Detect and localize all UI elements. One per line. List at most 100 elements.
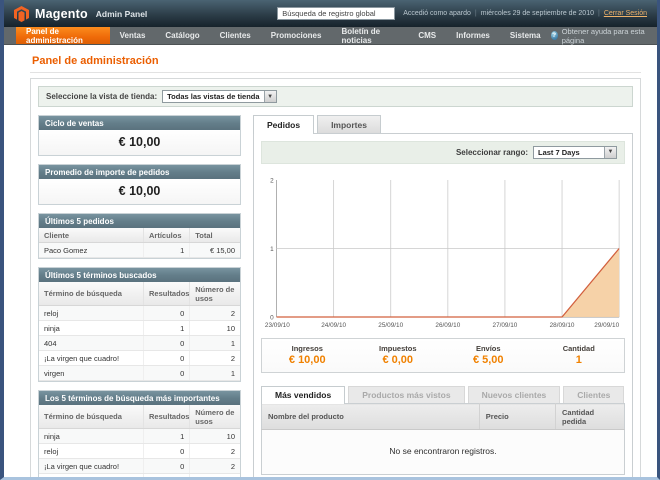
nav-item-boletin[interactable]: Boletín de noticias xyxy=(341,26,381,45)
chevron-down-icon: ▼ xyxy=(263,91,276,102)
store-view-select[interactable]: Todas las vistas de tienda ▼ xyxy=(162,90,277,103)
logout-link[interactable]: Cerrar Sesión xyxy=(603,10,647,17)
results-cell: 0 xyxy=(143,305,191,321)
dashboard-container: Seleccione la vista de tienda: Todas las… xyxy=(30,78,641,477)
stat-label: Impuestos xyxy=(378,343,417,353)
orders-panel: Seleccionar rango: Last 7 Days ▼ 23/09/1… xyxy=(253,132,633,477)
lifetime-sales-value: € 10,00 xyxy=(39,130,240,155)
range-label: Seleccionar rango: xyxy=(455,147,528,157)
customer-cell: Paco Gomez xyxy=(39,242,145,258)
table-row: Paco Gomez 1 € 15,00 xyxy=(39,242,240,258)
column-header: Total xyxy=(189,228,240,243)
svg-text:0: 0 xyxy=(270,314,274,321)
column-header: Cliente xyxy=(39,228,145,243)
orders-chart: 23/09/10 24/09/10 25/09/10 26/09/10 27/09/10… xyxy=(261,164,625,332)
nav-item-informes[interactable]: Informes xyxy=(456,31,490,40)
stat-value: 1 xyxy=(575,353,582,366)
uses-cell: 1 xyxy=(189,365,240,381)
table-row: reloj 0 2 xyxy=(39,305,240,321)
card-title: Últimos 5 términos buscados xyxy=(39,268,240,282)
last-search-terms-card: Últimos 5 términos buscados Término de b… xyxy=(38,267,241,382)
logged-in-as: Accedió como apardo xyxy=(403,10,471,17)
uses-cell: 1 xyxy=(189,473,240,477)
separator: | xyxy=(597,10,600,17)
card-title: Promedio de importe de pedidos xyxy=(39,165,240,179)
card-title: Ciclo de ventas xyxy=(39,116,240,130)
uses-cell: 2 xyxy=(189,305,240,321)
nav-item-ventas[interactable]: Ventas xyxy=(119,31,146,40)
logo-subtitle: Admin Panel xyxy=(95,8,148,19)
stat-value: € 10,00 xyxy=(288,353,326,366)
stat-label: Cantidad xyxy=(562,343,595,353)
uses-cell: 1 xyxy=(189,335,240,351)
tab-importes[interactable]: Importes xyxy=(317,115,381,133)
column-header: Artículos xyxy=(143,228,191,243)
nav-item-promociones[interactable]: Promociones xyxy=(270,31,322,40)
column-header: Número de usos xyxy=(189,282,240,306)
tab-clientes[interactable]: Clientes xyxy=(563,385,625,403)
store-view-label: Seleccione la vista de tienda: xyxy=(46,92,158,101)
get-help-link[interactable]: ? Obtener ayuda para esta página xyxy=(550,27,657,45)
uses-cell: 10 xyxy=(189,320,240,336)
tab-mas-vendidos[interactable]: Más vendidos xyxy=(261,385,346,404)
help-globe-icon: ? xyxy=(550,31,558,40)
table-row: virgen 0 1 xyxy=(39,365,240,381)
lifetime-sales-card: Ciclo de ventas € 10,00 xyxy=(38,115,241,156)
stat-impuestos: Impuestos € 0,00 xyxy=(353,344,444,366)
empty-records-message: No se encontraron registros. xyxy=(261,429,625,475)
last-orders-card: Últimos 5 pedidos Cliente Artículos Tota… xyxy=(38,213,241,259)
tab-productos-mas-vistos[interactable]: Productos más vistos xyxy=(348,385,465,403)
dashboard-right-column: Pedidos Importes Seleccionar rango: Last… xyxy=(253,115,633,477)
term-cell: 404 xyxy=(39,473,145,477)
card-title: Últimos 5 pedidos xyxy=(39,214,240,228)
uses-cell: 2 xyxy=(189,443,240,459)
page-content: Panel de administración Seleccione la vi… xyxy=(4,45,657,477)
term-cell: ¡La virgen que cuadro! xyxy=(39,458,145,474)
results-cell: 1 xyxy=(143,320,191,336)
table-row: ¡La virgen que cuadro! 0 2 xyxy=(39,458,240,474)
global-search-input[interactable] xyxy=(277,7,396,20)
table-row: 404 0 1 xyxy=(39,335,240,351)
orders-area-chart: 23/09/10 24/09/10 25/09/10 26/09/10 27/09/10… xyxy=(265,177,620,329)
svg-text:27/09/10: 27/09/10 xyxy=(493,321,518,328)
term-cell: ¡La virgen que cuadro! xyxy=(39,350,145,366)
uses-cell: 2 xyxy=(189,350,240,366)
stat-value: € 5,00 xyxy=(472,353,504,366)
term-cell: reloj xyxy=(39,305,145,321)
card-title: Los 5 términos de búsqueda más important… xyxy=(39,391,240,405)
nav-item-dashboard[interactable]: Panel de administración xyxy=(16,27,110,45)
results-cell: 0 xyxy=(143,335,191,351)
column-header: Término de búsqueda xyxy=(39,282,145,306)
chart-tabs: Pedidos Importes xyxy=(253,115,633,134)
nav-item-cms[interactable]: CMS xyxy=(418,31,437,40)
table-row: reloj 0 2 xyxy=(39,443,240,459)
tab-nuevos-clientes[interactable]: Nuevos clientes xyxy=(467,385,561,403)
nav-item-clientes[interactable]: Clientes xyxy=(219,31,251,40)
logo-text: Magento xyxy=(35,6,88,21)
magento-logo: Magento Admin Panel xyxy=(14,5,148,22)
stat-ingresos: Ingresos € 10,00 xyxy=(262,344,353,366)
column-header: Nombre del producto xyxy=(261,403,480,430)
last-orders-table: Cliente Artículos Total Paco Gomez 1 € 1… xyxy=(39,228,240,258)
svg-text:28/09/10: 28/09/10 xyxy=(550,321,575,328)
nav-item-sistema[interactable]: Sistema xyxy=(509,31,541,40)
stat-label: Envíos xyxy=(475,343,501,353)
term-cell: ninja xyxy=(39,428,145,444)
table-row: ninja 1 10 xyxy=(39,428,240,444)
uses-cell: 10 xyxy=(189,428,240,444)
table-row: ninja 1 10 xyxy=(39,320,240,336)
average-orders-card: Promedio de importe de pedidos € 10,00 xyxy=(38,164,241,205)
column-header: Resultados xyxy=(143,282,191,306)
tab-pedidos[interactable]: Pedidos xyxy=(253,115,315,134)
top-search-terms-card: Los 5 términos de búsqueda más important… xyxy=(38,390,241,477)
top-header: Magento Admin Panel Accedió como apardo … xyxy=(4,0,657,27)
stat-envios: Envíos € 5,00 xyxy=(443,344,534,366)
results-cell: 1 xyxy=(143,428,191,444)
page-title: Panel de administración xyxy=(32,55,159,67)
results-cell: 0 xyxy=(143,458,191,474)
range-select[interactable]: Last 7 Days ▼ xyxy=(533,145,617,159)
nav-item-catalogo[interactable]: Catálogo xyxy=(165,31,200,40)
term-cell: virgen xyxy=(39,365,145,381)
term-cell: 404 xyxy=(39,335,145,351)
